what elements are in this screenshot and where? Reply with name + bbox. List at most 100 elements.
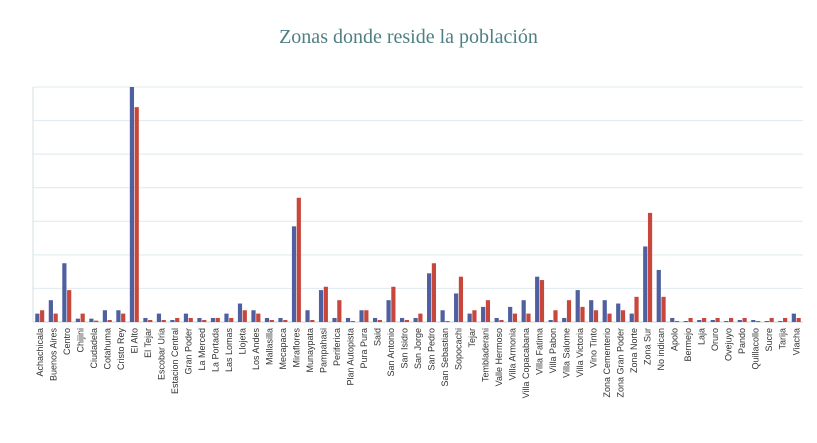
bar-series-2 (404, 319, 409, 322)
x-tick-label: No indican (656, 328, 666, 371)
x-tick-label: Villa Pabon (548, 328, 558, 373)
bar-series-2 (458, 276, 464, 322)
x-tick-label: Tembladerani (481, 328, 491, 382)
x-tick-label: Gran Poder (183, 328, 193, 375)
bar-series-1 (197, 317, 202, 322)
bar-series-2 (769, 317, 774, 322)
x-tick-label: Achachicala (35, 328, 45, 377)
x-tick-label: Bermejo (683, 328, 693, 362)
bar-series-1 (670, 317, 675, 322)
bar-series-2 (107, 319, 112, 322)
bar-series-1 (710, 319, 715, 322)
x-tick-label: Pando (737, 328, 747, 354)
bar-series-1 (170, 319, 175, 322)
bar-series-1 (116, 310, 121, 322)
bar-series-1 (521, 300, 526, 322)
bar-series-2 (539, 280, 545, 322)
x-tick-label: Miraflores (291, 328, 301, 368)
x-tick-label: Chijini (75, 328, 85, 353)
bar-series-2 (391, 286, 396, 322)
bar-series-1 (143, 317, 148, 322)
bar-series-1 (791, 313, 796, 322)
x-tick-label: Llojeta (237, 328, 247, 355)
bar-series-2 (580, 306, 585, 322)
bar-series-1 (467, 313, 472, 322)
x-tick-label: Zona Cementerio (602, 328, 612, 398)
bar-series-2 (499, 319, 504, 322)
x-tick-label: Oruro (710, 328, 720, 351)
bar-series-1 (291, 226, 297, 322)
bar-series-1 (156, 313, 162, 322)
x-tick-label: Buenos Aires (48, 328, 58, 382)
bar-series-2 (418, 313, 423, 322)
bar-series-1 (778, 320, 783, 322)
x-tick-label: Escobar Uria (156, 328, 166, 380)
x-tick-label: Villa Armonia (508, 328, 518, 380)
bar-series-2 (94, 320, 99, 322)
bar-series-1 (683, 320, 688, 322)
bar-series-1 (440, 310, 445, 322)
bar-series-2 (634, 296, 639, 322)
x-tick-label: Zona Norte (629, 328, 639, 373)
x-tick-label: San Jorge (413, 328, 423, 369)
bar-series-2 (445, 320, 450, 322)
bar-series-2 (661, 296, 666, 322)
bar-series-2 (134, 107, 139, 322)
bar-series-1 (602, 300, 607, 322)
x-tick-label: Centro (62, 328, 72, 355)
x-tick-label: Pura Pura (359, 328, 369, 369)
bar-series-1 (508, 306, 513, 322)
x-tick-label: Periferica (332, 328, 342, 366)
bar-series-2 (566, 300, 572, 322)
gridlines (33, 86, 803, 289)
bar-series-2 (148, 319, 153, 322)
bar-series-1 (278, 317, 283, 322)
bar-series-1 (616, 303, 621, 322)
x-tick-label: Las Lomas (224, 328, 234, 373)
x-tick-label: Tejar (467, 328, 477, 348)
bar-series-1 (548, 319, 553, 322)
bar-series-1 (494, 317, 499, 322)
x-tick-label: Vino Tinto (589, 328, 599, 368)
bar-series-2 (742, 317, 747, 322)
bar-series-2 (485, 300, 491, 322)
bar-series-1 (35, 313, 40, 322)
bar-series-2 (526, 313, 531, 322)
x-tick-label: Cotahuma (102, 328, 112, 370)
x-tick-label: El Alto (129, 328, 139, 354)
x-tick-label: San Pedro (427, 328, 437, 371)
x-tick-label: Mallasilla (264, 328, 274, 365)
x-tick-label: Villa Fatima (535, 328, 545, 375)
bar-series-2 (715, 317, 720, 322)
bar-series-1 (129, 87, 135, 322)
bar-series-1 (562, 317, 567, 322)
x-tick-label: Valle Hermoso (494, 328, 504, 386)
bar-series-1 (413, 317, 418, 322)
bar-series-1 (75, 318, 80, 322)
bar-series-2 (783, 317, 788, 322)
x-tick-label: Mecapaca (278, 328, 288, 370)
bar-series-1 (305, 310, 310, 322)
x-tick-label: Plan Autopista (345, 328, 355, 386)
bar-series-1 (589, 300, 594, 322)
bar-series-2 (121, 313, 126, 322)
x-tick-label: San Isidro (399, 328, 409, 369)
bar-series-1 (737, 319, 742, 322)
bar-series-1 (183, 313, 189, 322)
bar-series-1 (48, 300, 53, 322)
bar-series-1 (697, 319, 702, 322)
x-tick-label: Quillacollo (751, 328, 761, 370)
bar-series-2 (512, 313, 518, 322)
bar-series-1 (656, 269, 661, 322)
bar-series-2 (350, 320, 355, 322)
bar-series-1 (481, 306, 486, 322)
x-tick-label: La Merced (197, 328, 207, 371)
bar-series-1 (332, 317, 337, 322)
x-tick-labels: Achachicala Buenos Aires Centro Chijini Ciud… (35, 328, 802, 399)
bar-series-2 (620, 310, 626, 322)
x-tick-label: Said (372, 328, 382, 346)
x-tick-label: Cristo Rey (116, 328, 126, 371)
bar-series-2 (674, 320, 680, 322)
